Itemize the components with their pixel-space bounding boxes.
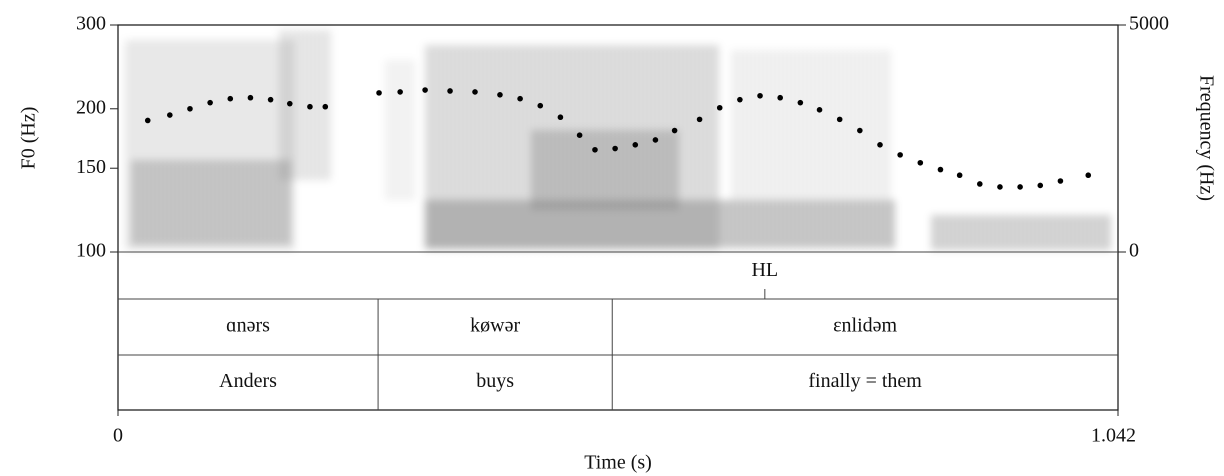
f0-point bbox=[737, 96, 743, 103]
f0-point bbox=[977, 181, 983, 187]
tier-label: HL bbox=[751, 259, 778, 281]
x-tick-label: 0 bbox=[113, 425, 123, 447]
y2-axis-label: Frequency (Hz) bbox=[1195, 75, 1217, 201]
f0-point bbox=[307, 103, 313, 110]
spectrogram bbox=[125, 30, 1110, 250]
y2-tick-label: 0 bbox=[1129, 240, 1139, 262]
f0-point bbox=[857, 127, 863, 134]
f0-point bbox=[207, 99, 213, 106]
f0-point bbox=[472, 89, 478, 95]
f0-point bbox=[652, 137, 659, 143]
f0-point bbox=[422, 87, 428, 93]
f0-point bbox=[576, 132, 583, 138]
f0-point bbox=[917, 159, 924, 166]
f0-point bbox=[557, 114, 564, 121]
f0-point bbox=[1017, 184, 1023, 190]
tier-label: køwər bbox=[470, 315, 520, 337]
f0-point bbox=[592, 146, 598, 153]
tier-label: finally = them bbox=[808, 370, 922, 392]
y-tick-label: 100 bbox=[76, 240, 106, 262]
f0-point bbox=[997, 184, 1003, 190]
y-tick-label: 150 bbox=[76, 156, 106, 178]
plot-frame bbox=[117, 24, 1119, 411]
f0-point bbox=[376, 90, 382, 96]
f0-point bbox=[247, 94, 254, 101]
f0-point bbox=[227, 95, 234, 102]
f0-point bbox=[797, 99, 804, 106]
y2-tick-label: 5000 bbox=[1129, 13, 1169, 35]
f0-point bbox=[322, 103, 329, 110]
tier-label: ɛnlidəm bbox=[833, 315, 897, 337]
f0-point bbox=[696, 116, 703, 123]
f0-point bbox=[144, 117, 151, 124]
f0-point bbox=[497, 91, 503, 98]
f0-point bbox=[612, 145, 618, 152]
f0-point bbox=[671, 127, 678, 134]
f0-point bbox=[537, 102, 544, 109]
f0-point bbox=[1037, 182, 1044, 189]
f0-point bbox=[956, 172, 963, 179]
f0-point bbox=[447, 88, 453, 94]
y-axis-label: F0 (Hz) bbox=[18, 107, 40, 170]
f0-point bbox=[777, 94, 783, 101]
f0-point bbox=[757, 92, 763, 99]
f0-point bbox=[187, 105, 193, 112]
x-axis-label: Time (s) bbox=[584, 452, 652, 474]
x-tick-label: 1.042 bbox=[1091, 425, 1136, 447]
f0-point bbox=[1057, 178, 1064, 184]
f0-point bbox=[286, 100, 293, 107]
f0-point bbox=[897, 152, 903, 158]
f0-point bbox=[397, 89, 403, 95]
f0-point bbox=[816, 107, 823, 113]
f0-point bbox=[632, 142, 639, 148]
y-tick-label: 300 bbox=[76, 13, 106, 35]
y-tick-label: 200 bbox=[76, 96, 106, 118]
tier-label: ɑnərs bbox=[226, 315, 270, 337]
f0-point bbox=[937, 166, 944, 173]
f0-point bbox=[716, 104, 723, 111]
tier-label: Anders bbox=[219, 370, 277, 392]
f0-point bbox=[167, 112, 173, 118]
f0-point bbox=[836, 116, 843, 123]
f0-point bbox=[1085, 172, 1092, 179]
f0-point bbox=[517, 95, 523, 102]
tier-label: buys bbox=[476, 370, 514, 392]
f0-point bbox=[267, 96, 274, 103]
f0-point bbox=[877, 142, 883, 148]
